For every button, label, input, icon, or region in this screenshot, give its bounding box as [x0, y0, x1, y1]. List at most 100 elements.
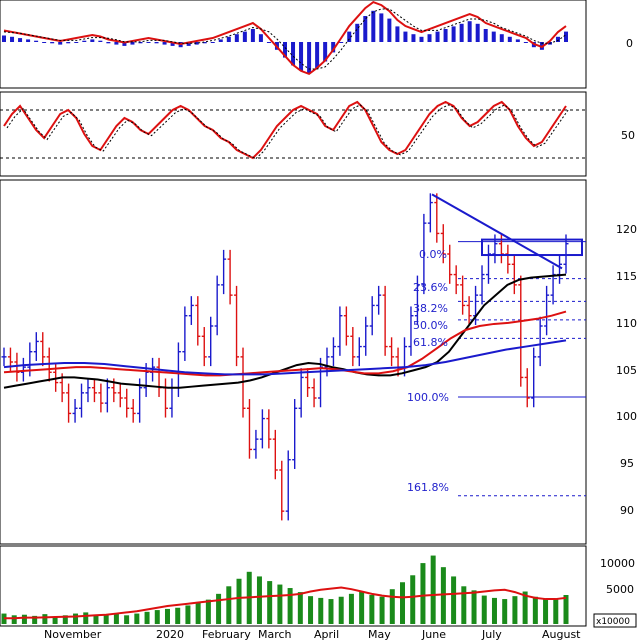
volume-bar: [93, 614, 99, 624]
macd-histogram-bar: [130, 42, 135, 45]
x-tick-march: March: [258, 628, 292, 641]
macd-histogram-bar: [258, 34, 263, 42]
stochastic-d-line: [6, 104, 570, 160]
macd-histogram-bar: [122, 42, 127, 46]
volume-bar: [144, 611, 150, 624]
fib-label-0: 0.0%: [419, 248, 447, 261]
macd-panel: [0, 0, 587, 89]
macd-histogram-bar: [58, 42, 63, 45]
macd-histogram-bar: [18, 38, 23, 42]
price-y-tick-100: 100: [616, 410, 637, 423]
volume-bar: [103, 614, 109, 624]
macd-histogram-bar: [395, 26, 400, 42]
macd-histogram-bar: [66, 42, 71, 44]
x-tick-june: June: [421, 628, 446, 641]
volume-bar: [481, 595, 487, 624]
volume-bar: [185, 605, 191, 624]
volume-unit-label: x10000: [596, 617, 630, 627]
volume-bar: [389, 589, 395, 624]
volume-bar: [216, 593, 222, 624]
macd-histogram-bar: [218, 39, 223, 42]
volume-bar: [195, 601, 201, 624]
volume-bar: [267, 581, 273, 624]
macd-histogram-bar: [427, 34, 432, 42]
macd-histogram-bar: [194, 42, 199, 45]
volume-bar: [348, 593, 354, 624]
price-y-tick-105: 105: [616, 364, 637, 377]
fib-label-38-2: 38.2%: [413, 302, 448, 315]
price-y-tick-110: 110: [616, 317, 637, 330]
volume-bar: [461, 586, 467, 624]
macd-histogram-bar: [475, 23, 480, 42]
volume-y-tick-5000: 5000: [606, 583, 634, 596]
volume-bar: [512, 596, 518, 624]
macd-histogram-bar: [515, 39, 520, 42]
x-tick-april: April: [314, 628, 339, 641]
volume-bar: [359, 591, 365, 624]
volume-bar: [83, 612, 89, 624]
macd-histogram-bar: [10, 36, 15, 42]
macd-histogram-bar: [403, 31, 408, 42]
price-y-tick-115: 115: [616, 270, 637, 283]
macd-histogram-bar: [291, 42, 296, 66]
volume-bar: [491, 597, 497, 624]
macd-histogram-bar: [523, 42, 528, 43]
price-y-tick-90: 90: [620, 504, 634, 517]
macd-histogram-bar: [491, 31, 496, 42]
volume-bar: [32, 615, 38, 624]
fib-label-50: 50.0%: [413, 319, 448, 332]
macd-histogram-bar: [299, 42, 304, 71]
volume-bar: [11, 615, 17, 624]
stoch-y-tick: 50: [621, 129, 635, 142]
volume-bar: [297, 592, 303, 624]
volume-moving-average: [4, 586, 567, 620]
price-y-tick-95: 95: [620, 457, 634, 470]
macd-histogram-bar: [315, 42, 320, 68]
x-tick-july: July: [481, 628, 502, 641]
macd-histogram-bar: [371, 10, 376, 43]
volume-bar: [522, 591, 528, 624]
macd-histogram-bar: [355, 23, 360, 42]
macd-histogram-bar: [387, 18, 392, 42]
x-tick-november: November: [44, 628, 102, 641]
macd-histogram-bar: [210, 42, 215, 43]
macd-histogram-bar: [411, 34, 416, 42]
macd-histogram-bar: [114, 42, 119, 45]
fib-label-100: 100.0%: [407, 391, 449, 404]
macd-histogram-bar: [98, 40, 103, 42]
fib-label-23-6: 23.6%: [413, 281, 448, 294]
macd-histogram-bar: [42, 42, 47, 43]
volume-bar: [328, 599, 334, 624]
macd-histogram-bar: [451, 26, 456, 42]
macd-histogram-bar: [443, 29, 448, 42]
volume-bar: [430, 555, 436, 624]
macd-histogram-bar: [26, 39, 31, 42]
macd-histogram-bar: [250, 29, 255, 42]
macd-histogram-bar: [307, 42, 312, 74]
macd-histogram-bar: [323, 42, 328, 62]
macd-histogram-bar: [347, 31, 352, 42]
macd-histogram-bar: [170, 42, 175, 46]
x-tick-february: February: [202, 628, 251, 641]
macd-histogram-bar: [507, 36, 512, 42]
volume-bar: [256, 576, 262, 624]
volume-bar: [563, 595, 569, 624]
macd-histogram-bar: [50, 42, 55, 44]
macd-histogram-bar: [154, 42, 159, 44]
fib-label-61-8: 61.8%: [413, 336, 448, 349]
volume-bar: [420, 563, 426, 624]
macd-histogram-bar: [283, 42, 287, 58]
macd-histogram-bar: [90, 39, 95, 42]
volume-bar: [400, 582, 406, 624]
macd-histogram-bar: [242, 31, 247, 42]
macd-histogram-bar: [74, 42, 79, 43]
macd-histogram-bar: [564, 31, 568, 42]
stochastic-k-line: [3, 100, 567, 160]
resistance-box: [481, 238, 583, 257]
volume-bar: [226, 586, 232, 624]
macd-histogram-bar: [82, 40, 87, 42]
moving-average-blue: [3, 339, 567, 376]
macd-histogram-bar: [162, 42, 167, 45]
volume-bar: [502, 599, 508, 624]
